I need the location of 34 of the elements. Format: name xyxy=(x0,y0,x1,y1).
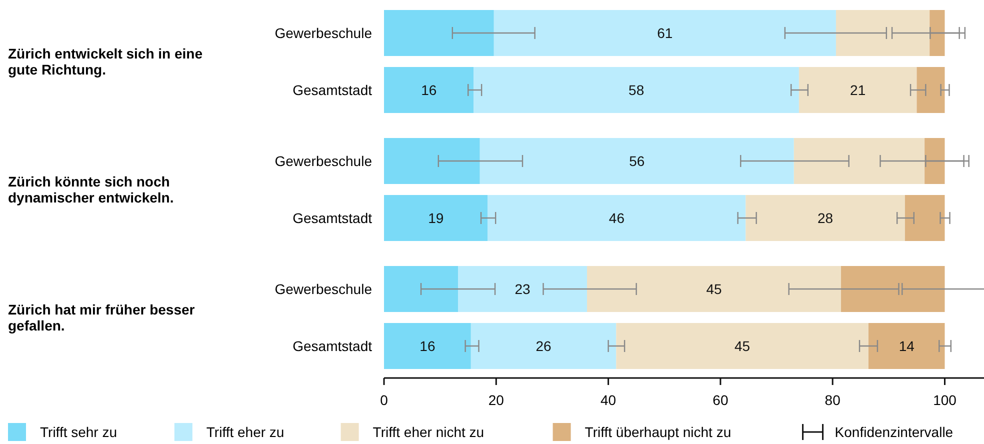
data-label: 26 xyxy=(536,338,552,354)
data-label: 14 xyxy=(898,338,915,354)
y-tick-label: Gesamtstadt xyxy=(292,210,372,226)
data-label: 61 xyxy=(657,24,673,41)
data-label: 16 xyxy=(421,82,437,98)
x-tick-label: 100 xyxy=(933,392,957,408)
x-tick-label: 60 xyxy=(712,392,728,408)
text: Zürich entwickelt sich in eine gute Richtung. xyxy=(8,45,203,78)
x-tick-label: 20 xyxy=(488,392,504,408)
y-tick-label: Gewerbeschule xyxy=(274,152,372,169)
text: Zürich hat mir früher besser gefallen. xyxy=(8,301,196,334)
data-label: 45 xyxy=(734,338,750,354)
data-label: 16 xyxy=(420,338,436,354)
data-label: 45 xyxy=(706,280,722,297)
data-label: 21 xyxy=(850,82,866,98)
data-label: 46 xyxy=(608,210,625,226)
legend-label: Trifft sehr zu xyxy=(40,424,118,440)
y-tick-label: Gesamtstadt xyxy=(292,338,372,354)
data-label: 56 xyxy=(629,152,645,169)
text: Zürich könnte sich noch dynamischer entwickeln. xyxy=(8,173,174,206)
data-label: 28 xyxy=(818,210,834,226)
x-tick-label: 40 xyxy=(600,392,616,408)
y-tick-label: Gewerbeschule xyxy=(274,280,372,297)
y-tick-label: Gewerbeschule xyxy=(274,24,372,41)
x-tick-label: 0 xyxy=(380,392,388,408)
legend-label: Trifft eher zu xyxy=(206,424,284,440)
data-label: 23 xyxy=(514,280,530,297)
x-tick-label: 80 xyxy=(824,392,841,408)
legend-label: Trifft eher nicht zu xyxy=(372,424,484,440)
y-tick-label: Gesamtstadt xyxy=(292,82,372,98)
data-label: 58 xyxy=(628,82,644,98)
legend-label: Trifft überhaupt nicht zu xyxy=(584,424,732,440)
data-label: 19 xyxy=(428,210,444,226)
text: Konfidenzintervalle xyxy=(834,424,954,440)
